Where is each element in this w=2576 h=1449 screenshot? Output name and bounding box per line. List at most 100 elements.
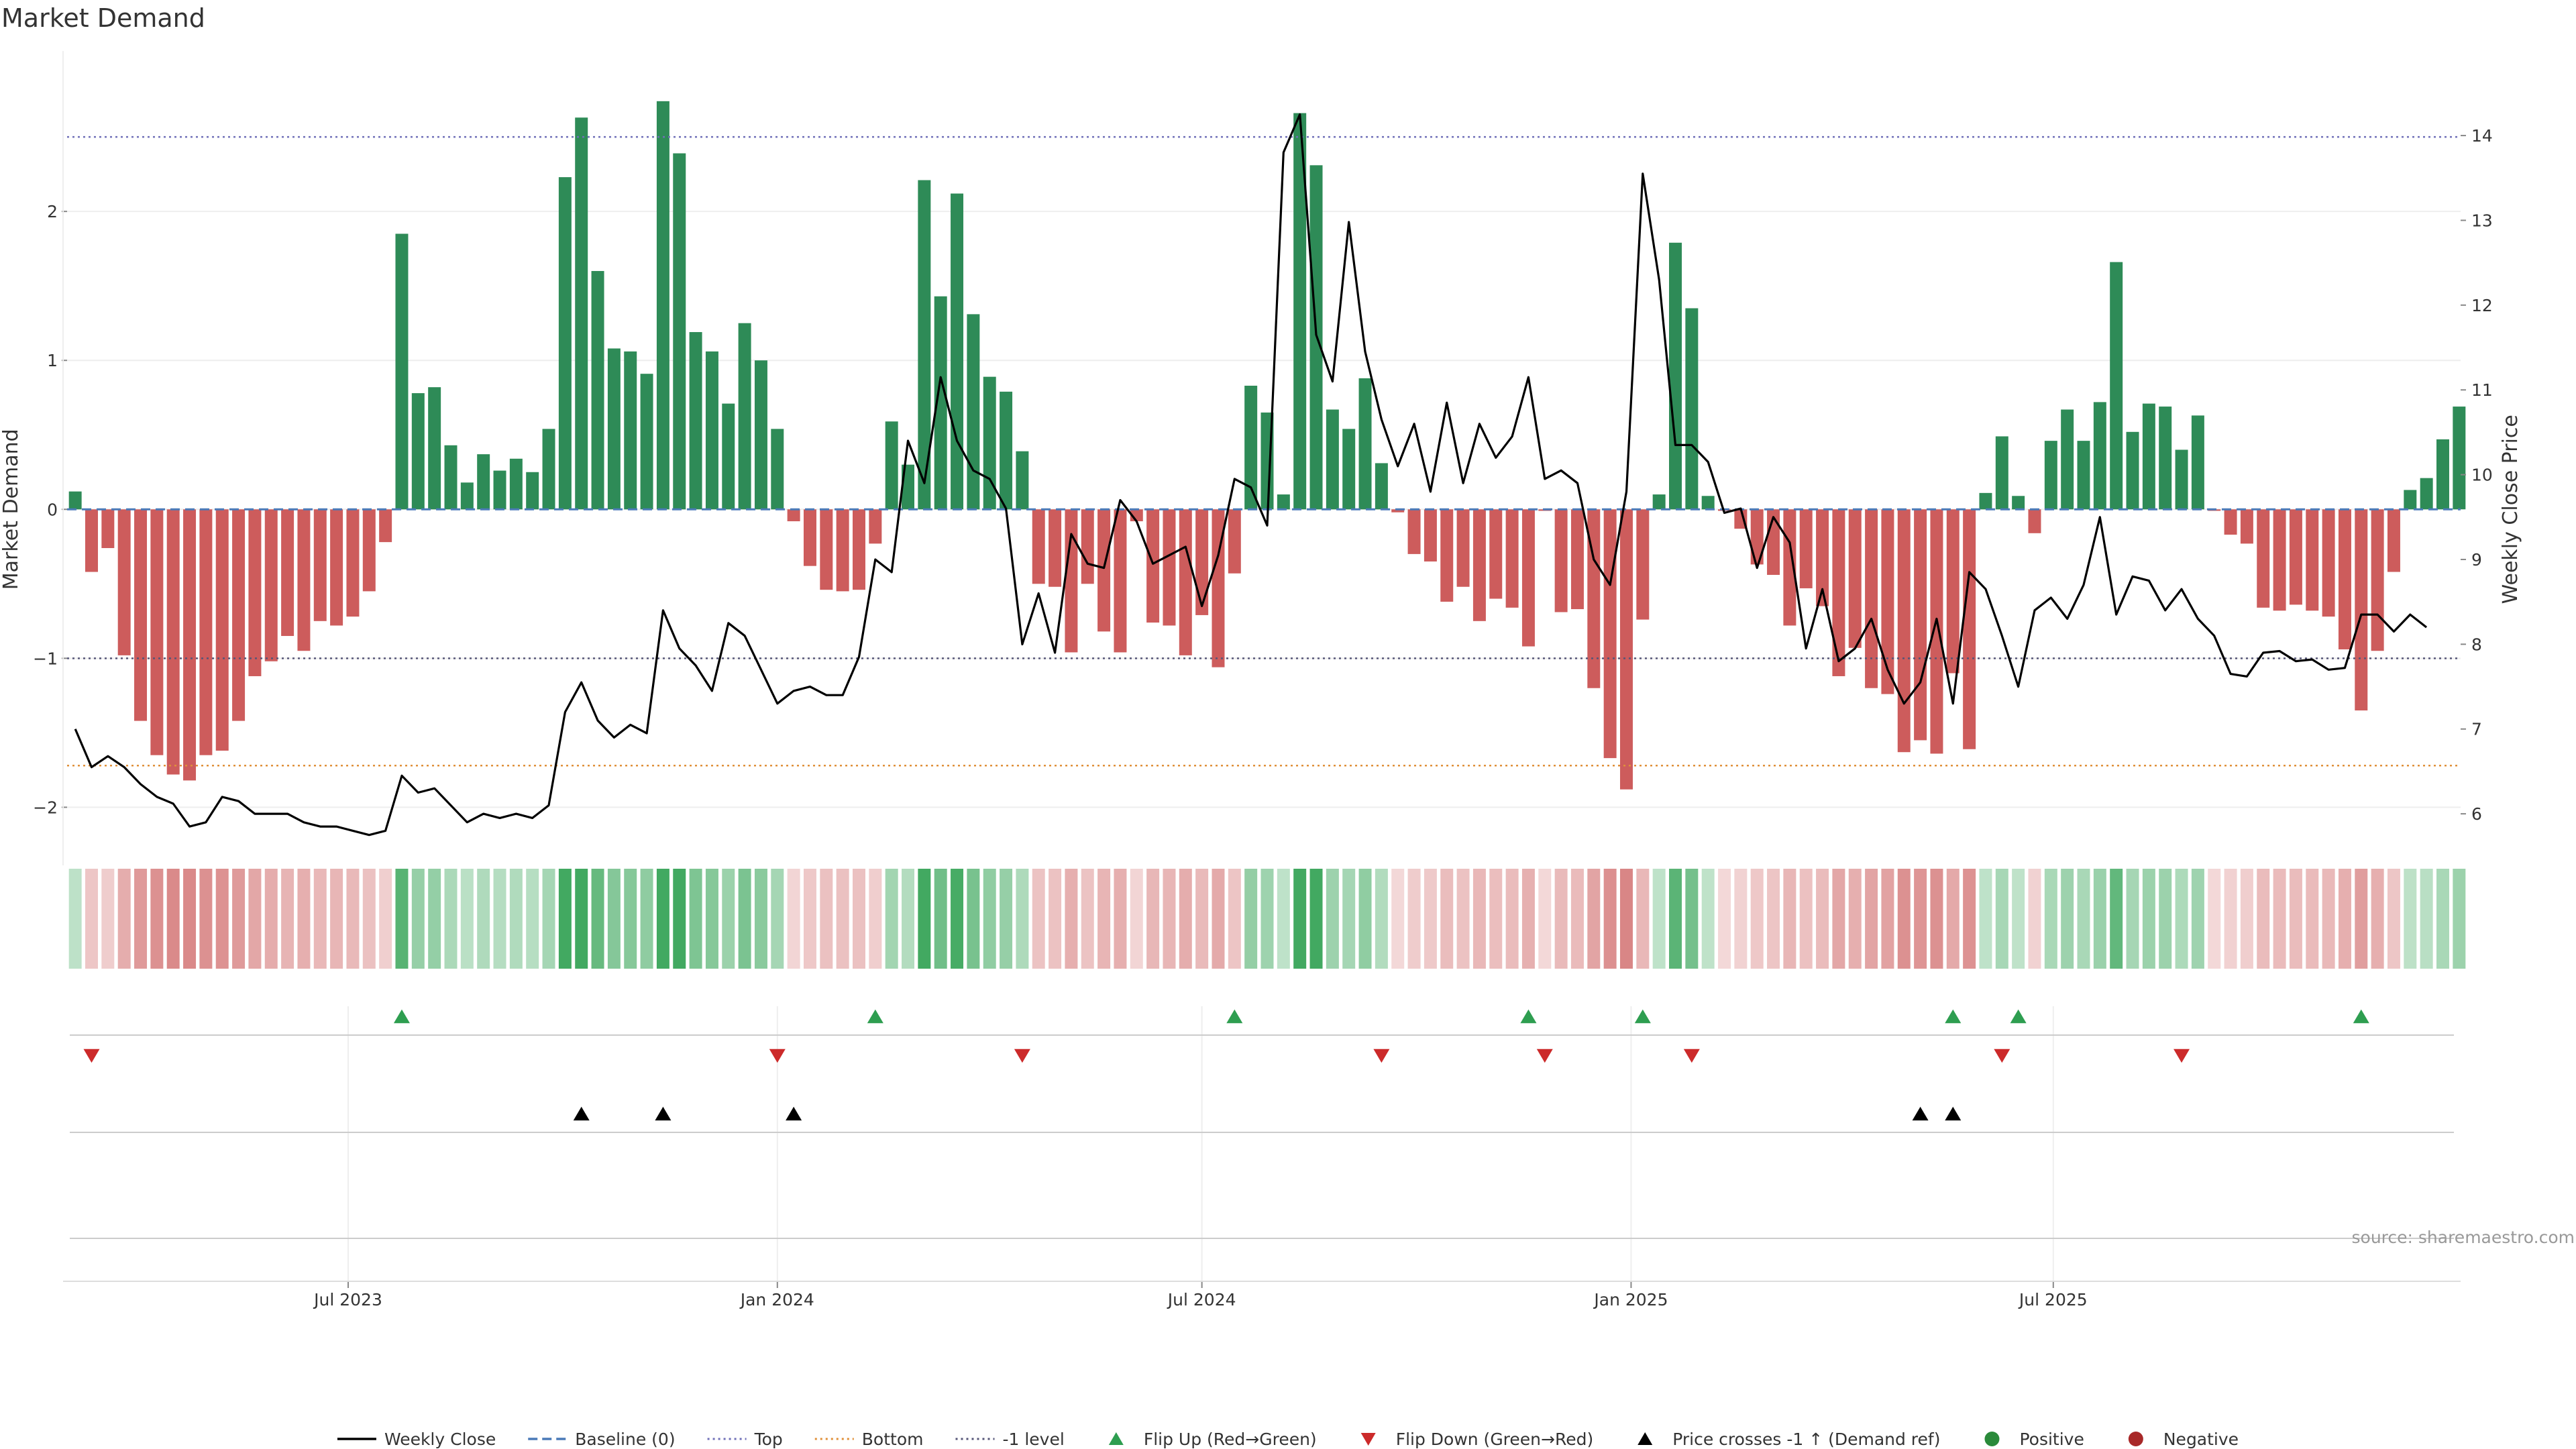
demand-bar [1897,509,1911,753]
y2-tick-label: 13 [2471,211,2493,230]
heat-cell [885,869,898,969]
demand-bar [411,393,425,510]
heat-cell [2273,869,2286,969]
demand-bar [134,509,148,721]
demand-bar [1995,436,2008,510]
heat-cell [1391,869,1405,969]
heat-cell [297,869,311,969]
flip-up-marker [1945,1009,1962,1024]
demand-bar [1293,113,1307,510]
heat-cell [1538,869,1552,969]
demand-bar [1816,509,1829,606]
heat-cell [2257,869,2270,969]
flip-down-marker [1683,1049,1700,1063]
reference-lines [67,136,2461,767]
heat-cell [2371,869,2384,969]
heat-cell [1146,869,1160,969]
demand-bar [2306,509,2319,611]
demand-bar [1179,509,1192,655]
heat-cell [1897,869,1911,969]
demand-bar [2420,478,2433,510]
demand-bar [1832,509,1845,676]
demand-bar [705,351,718,510]
heat-cell [264,869,278,969]
heat-cell [2175,869,2188,969]
demand-bar [232,509,246,721]
price-cross-marker [1912,1106,1929,1121]
y2-tick-label: 11 [2471,380,2493,400]
legend-symbol-triangle-up [1108,1432,1124,1445]
heat-cell [902,869,915,969]
flip-up-marker [1634,1009,1651,1024]
heat-cell [1456,869,1470,969]
heat-cell [1652,869,1666,969]
heat-cell [134,869,148,969]
flip-down-marker [1373,1049,1390,1063]
demand-bar [1946,509,1960,674]
demand-bar [117,509,131,655]
demand-bar [2289,509,2302,605]
demand-bar [885,421,898,510]
heat-cell [1914,869,1927,969]
heat-cell [1995,869,2008,969]
heat-cell [428,869,441,969]
demand-bar [951,193,964,510]
heat-cell [411,869,425,969]
demand-bar [1685,308,1699,510]
heat-cell [101,869,115,969]
heat-cell [1309,869,1323,969]
demand-bar [1032,509,1045,584]
heat-cell [1603,869,1617,969]
demand-bar [281,509,294,637]
y-tick-label: 2 [47,202,58,221]
heat-cell [1293,869,1307,969]
legend-label: Negative [2163,1430,2239,1449]
heat-cell [477,869,490,969]
heat-cell [460,869,474,969]
legend-label: Flip Down (Green→Red) [1396,1430,1594,1449]
demand-bar [1603,509,1617,759]
demand-bar [1521,509,1535,647]
heat-cell [248,869,262,969]
demand-bar [2159,407,2172,510]
heat-cell [542,869,555,969]
demand-bar [1914,509,1927,741]
flip-up-marker [1226,1009,1243,1024]
flip-up-marker [1520,1009,1537,1024]
heat-cell [1767,869,1780,969]
heat-cell [1619,869,1633,969]
heat-cell [183,869,197,969]
legend-label: Bottom [862,1430,924,1449]
demand-bar [1750,509,1764,565]
heat-cell [1570,869,1584,969]
heat-cell [1816,869,1829,969]
heat-cell [199,869,213,969]
legend-label: Top [754,1430,783,1449]
demand-bar [444,445,458,510]
demand-bar [656,101,669,510]
demand-bar [1326,409,1339,510]
y2-axis-label: Weekly Close Price [2499,415,2522,604]
demand-bar [1456,509,1470,587]
demand-bar [1407,509,1421,554]
heat-cell [1718,869,1731,969]
demand-bar [493,470,506,510]
heat-cell [1636,869,1650,969]
legend-symbol-dot [1984,1432,2000,1446]
signal-panels [70,1034,2454,1239]
demand-bar [1277,494,1290,510]
demand-bar [1375,463,1388,510]
demand-bar [1930,509,1943,754]
demand-bar [771,429,784,510]
legend-label: Baseline (0) [575,1430,675,1449]
heat-cell [575,869,588,969]
demand-bar [754,360,767,510]
legend-label: Flip Up (Red→Green) [1144,1430,1317,1449]
legend-label: Price crosses -1 ↑ (Demand ref) [1672,1430,1940,1449]
demand-bars [68,101,2466,790]
demand-bar [2061,409,2074,510]
demand-bar [297,509,311,651]
heat-cell [2208,869,2221,969]
price-cross-marker [786,1106,802,1121]
